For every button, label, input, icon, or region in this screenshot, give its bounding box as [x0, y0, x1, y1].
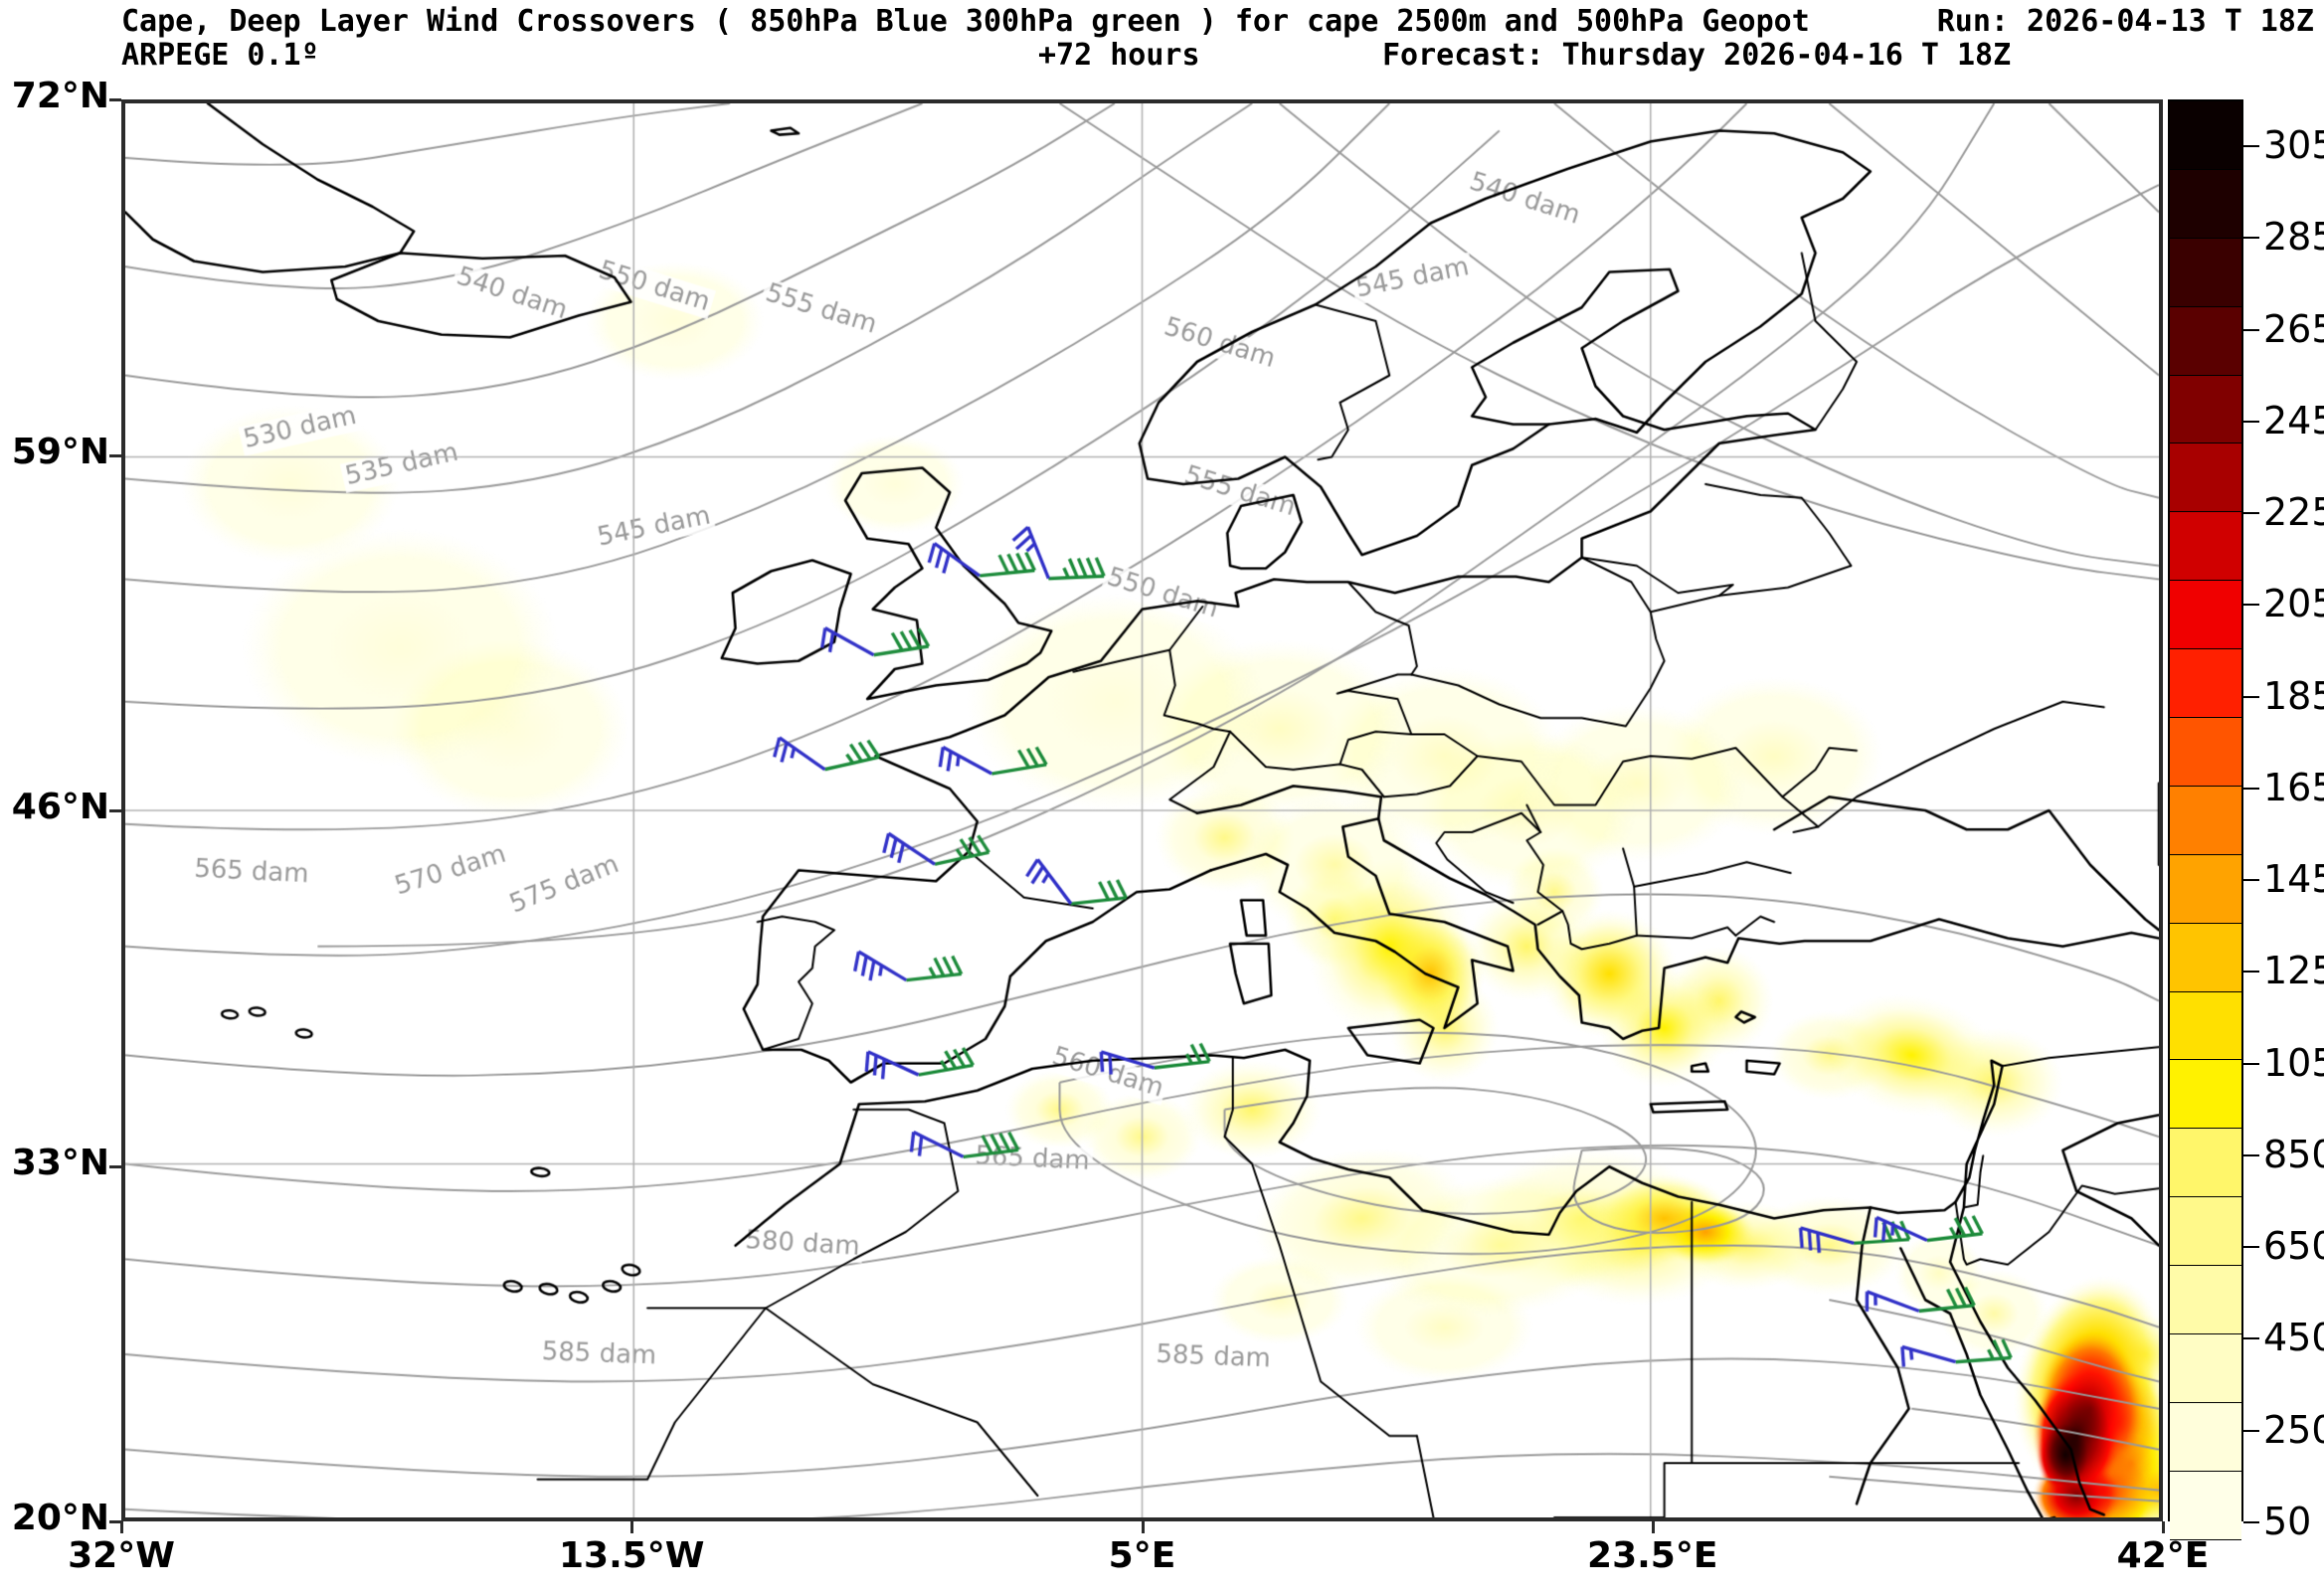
colorbar-segment	[2170, 786, 2241, 855]
colorbar-segment	[2170, 1197, 2241, 1267]
y-tick-label: 33°N	[11, 1142, 109, 1183]
lead-time-label: +72 hours	[1038, 38, 1200, 73]
colorbar-segment	[2170, 101, 2241, 170]
x-tick-mark	[120, 1521, 123, 1533]
colorbar-tick	[2243, 1337, 2259, 1340]
y-tick-label: 59°N	[11, 431, 109, 472]
colorbar-tick	[2243, 695, 2259, 698]
y-tick-label: 46°N	[11, 787, 109, 827]
colorbar-tick	[2243, 879, 2259, 882]
map-canvas	[125, 103, 2159, 1517]
x-tick-mark	[1141, 1521, 1145, 1533]
colorbar-tick-label: 250	[2263, 1407, 2324, 1452]
colorbar-tick-label: 1450	[2263, 857, 2324, 902]
colorbar-tick	[2243, 145, 2259, 148]
colorbar-tick	[2243, 1429, 2259, 1432]
y-tick-label: 72°N	[11, 76, 109, 116]
colorbar-tick	[2243, 1521, 2259, 1523]
colorbar-tick	[2243, 1062, 2259, 1065]
x-tick-mark	[2162, 1521, 2165, 1533]
colorbar-segment	[2170, 1334, 2241, 1403]
colorbar-tick-label: 2050	[2263, 582, 2324, 626]
y-tick-mark	[109, 809, 121, 812]
colorbar-segment	[2170, 1060, 2241, 1130]
colorbar-tick-label: 2850	[2263, 215, 2324, 260]
chart-title: Cape, Deep Layer Wind Crossovers ( 850hP…	[121, 4, 1810, 39]
map-plot-area[interactable]	[121, 99, 2163, 1521]
colorbar-tick-label: 3050	[2263, 123, 2324, 168]
colorbar-segment	[2170, 238, 2241, 307]
colorbar-segment	[2170, 581, 2241, 650]
colorbar-tick	[2243, 604, 2259, 607]
x-tick-label: 13.5°W	[558, 1535, 705, 1576]
colorbar-tick	[2243, 420, 2259, 423]
y-tick-mark	[109, 453, 121, 457]
colorbar-tick-label: 1050	[2263, 1040, 2324, 1085]
colorbar-tick	[2243, 328, 2259, 331]
colorbar-tick-label: 850	[2263, 1132, 2324, 1176]
colorbar-tick-label: 1850	[2263, 673, 2324, 718]
colorbar-tick	[2243, 512, 2259, 515]
y-tick-mark	[109, 1520, 121, 1523]
colorbar-tick-label: 2250	[2263, 490, 2324, 535]
colorbar[interactable]	[2168, 99, 2243, 1540]
colorbar-segment	[2170, 1129, 2241, 1198]
x-tick-mark	[630, 1521, 634, 1533]
colorbar-tick	[2243, 237, 2259, 240]
model-name: ARPEGE 0.1º	[121, 38, 319, 73]
colorbar-segment	[2170, 718, 2241, 787]
colorbar-tick-label: 1250	[2263, 949, 2324, 993]
colorbar-tick-label: 1650	[2263, 765, 2324, 809]
colorbar-segment	[2170, 923, 2241, 992]
x-tick-label: 32°W	[68, 1535, 175, 1576]
colorbar-tick-label: 50	[2263, 1500, 2312, 1543]
colorbar-segment	[2170, 854, 2241, 924]
colorbar-segment	[2170, 1266, 2241, 1335]
colorbar-tick-label: 2650	[2263, 306, 2324, 351]
x-tick-mark	[1651, 1521, 1655, 1533]
y-tick-label: 20°N	[11, 1498, 109, 1538]
y-tick-mark	[109, 98, 121, 101]
colorbar-segment	[2170, 375, 2241, 444]
colorbar-tick-label: 450	[2263, 1316, 2324, 1360]
colorbar-tick	[2243, 787, 2259, 790]
x-tick-label: 42°E	[2116, 1535, 2210, 1576]
colorbar-tick-label: 2450	[2263, 398, 2324, 443]
colorbar-segment	[2170, 443, 2241, 513]
colorbar-segment	[2170, 512, 2241, 582]
colorbar-segment	[2170, 1402, 2241, 1472]
colorbar-segment	[2170, 649, 2241, 719]
x-tick-label: 5°E	[1108, 1535, 1176, 1576]
run-timestamp: Run: 2026-04-13 T 18Z	[1936, 4, 2314, 39]
x-tick-label: 23.5°E	[1587, 1535, 1718, 1576]
colorbar-tick	[2243, 1153, 2259, 1156]
colorbar-tick	[2243, 971, 2259, 974]
y-tick-mark	[109, 1164, 121, 1168]
colorbar-segment	[2170, 306, 2241, 376]
colorbar-tick-label: 650	[2263, 1224, 2324, 1269]
colorbar-segment	[2170, 169, 2241, 239]
forecast-valid-time: Forecast: Thursday 2026-04-16 T 18Z	[1382, 38, 2012, 73]
colorbar-tick	[2243, 1246, 2259, 1249]
colorbar-segment	[2170, 991, 2241, 1061]
colorbar-segment	[2170, 1471, 2241, 1540]
